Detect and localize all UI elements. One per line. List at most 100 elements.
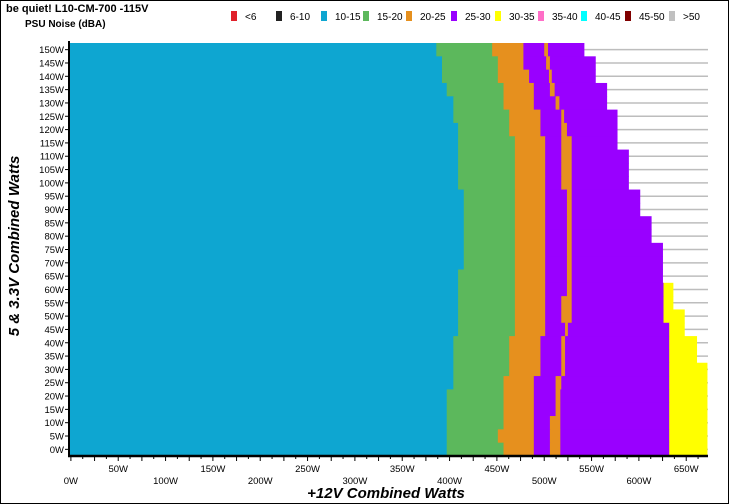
y-tick-label: 60W: [44, 285, 64, 296]
band-cell-25-30: [533, 442, 551, 457]
legend: <6 6-10 10-15 15-20 20-25 25-30 30-35 35-40 40-4…: [231, 11, 700, 23]
band-cell-20-25: [566, 269, 573, 284]
band-cell-25-30: [540, 336, 562, 350]
band-cell-25-30: [565, 362, 670, 377]
band-cell-25-30: [545, 296, 562, 310]
band-cell-20-25: [514, 149, 546, 164]
legend-label: 35-40: [552, 12, 578, 23]
legend-swatch: [581, 11, 587, 21]
band-cell-30-35: [663, 309, 685, 324]
band-cell-20-25: [503, 389, 535, 404]
band-cell-30-35: [669, 389, 708, 404]
chart-title: be quiet! L10-CM-700 -115V: [6, 3, 149, 15]
x-tick-label: 100W: [153, 476, 178, 487]
band-cell-10-15: [69, 362, 454, 377]
band-cell-20-25: [514, 282, 546, 297]
band-cell-20-25: [561, 362, 566, 377]
band-cell-25-30: [566, 122, 618, 137]
band-cell-25-30: [540, 122, 562, 137]
band-cell-25-30: [571, 136, 618, 151]
band-cell-20-25: [566, 242, 573, 257]
band-cell-20-25: [514, 162, 546, 177]
band-cell-25-30: [571, 189, 641, 204]
band-cell-15-20: [446, 442, 504, 457]
band-cell-20-25: [546, 56, 551, 71]
band-cell-20-25: [544, 43, 549, 57]
band-cell-15-20: [453, 376, 504, 390]
legend-label: 30-35: [509, 12, 535, 23]
band-cell-20-25: [549, 429, 561, 444]
y-tick-label: 35W: [44, 352, 64, 363]
y-tick-label: 105W: [39, 165, 64, 176]
legend-label: 25-30: [465, 12, 491, 23]
x-tick-label: 500W: [532, 476, 557, 487]
band-cell-25-30: [545, 269, 568, 284]
band-cell-30-35: [669, 322, 685, 337]
band-cell-15-20: [463, 202, 516, 217]
band-cell-10-15: [69, 429, 448, 444]
band-cell-30-35: [669, 429, 708, 444]
legend-item: 10-15: [321, 11, 361, 23]
band-cell-10-15: [69, 162, 459, 177]
band-cell-10-15: [69, 56, 443, 71]
y-tick-label: 80W: [44, 232, 64, 243]
band-cell-15-20: [458, 296, 516, 310]
band-cell-25-30: [545, 202, 568, 217]
band-cell-30-35: [663, 282, 674, 297]
y-tick-label: 115W: [40, 138, 64, 149]
band-cell-30-35: [663, 296, 674, 310]
band-cell-15-20: [446, 429, 499, 444]
y-tick-label: 120W: [39, 125, 64, 136]
band-cell-20-25: [561, 176, 573, 191]
band-cell-10-15: [69, 176, 459, 191]
band-cell-15-20: [463, 242, 516, 257]
band-cell-20-25: [497, 69, 530, 84]
band-cell-25-30: [540, 362, 562, 377]
band-cell-25-30: [533, 402, 556, 417]
band-cell-25-30: [564, 109, 618, 124]
band-cell-20-25: [514, 229, 546, 244]
x-tick-label: 600W: [626, 476, 651, 487]
band-cell-25-30: [549, 56, 596, 71]
band-cell-10-15: [69, 322, 459, 337]
band-cell-20-25: [503, 376, 535, 390]
band-cell-25-30: [545, 229, 568, 244]
band-cell-25-30: [548, 43, 585, 57]
band-cell-30-35: [669, 416, 708, 430]
band-cell-25-30: [540, 109, 562, 124]
band-cell-15-20: [458, 269, 516, 284]
band-cell-25-30: [571, 296, 664, 310]
y-tick-label: 25W: [44, 378, 64, 389]
y-tick-label: 65W: [44, 272, 64, 283]
legend-swatch: [231, 11, 237, 21]
band-cell-20-25: [549, 416, 561, 430]
band-cell-10-15: [69, 82, 448, 97]
plot-bands: [69, 43, 708, 457]
y-tick-label: 125W: [39, 112, 64, 123]
legend-swatch: [321, 11, 327, 21]
band-cell-20-25: [509, 122, 541, 137]
band-cell-25-30: [561, 376, 670, 390]
band-cell-20-25: [565, 322, 569, 337]
legend-label: <6: [245, 12, 257, 23]
axes: 150W 145W 140W 135W 130W 125W 120W 115W 110W 105W…: [39, 41, 708, 487]
band-cell-25-30: [545, 136, 562, 151]
band-cell-20-25: [509, 362, 541, 377]
band-cell-25-30: [571, 229, 652, 244]
band-cell-30-35: [669, 349, 698, 364]
band-cell-25-30: [545, 149, 562, 164]
band-cell-25-30: [571, 269, 663, 284]
band-cell-20-25: [514, 256, 546, 270]
band-cell-25-30: [571, 202, 641, 217]
band-cell-10-15: [69, 349, 454, 364]
y-tick-label: 75W: [44, 245, 64, 256]
band-cell-20-25: [561, 296, 573, 310]
band-cell-10-15: [69, 109, 454, 124]
band-cell-20-25: [561, 149, 573, 164]
y-tick-label: 15W: [44, 405, 64, 416]
band-cell-25-30: [523, 43, 545, 57]
legend-swatch: [495, 11, 501, 21]
band-cell-20-25: [503, 402, 535, 417]
y-tick-label: 0W: [50, 445, 64, 456]
